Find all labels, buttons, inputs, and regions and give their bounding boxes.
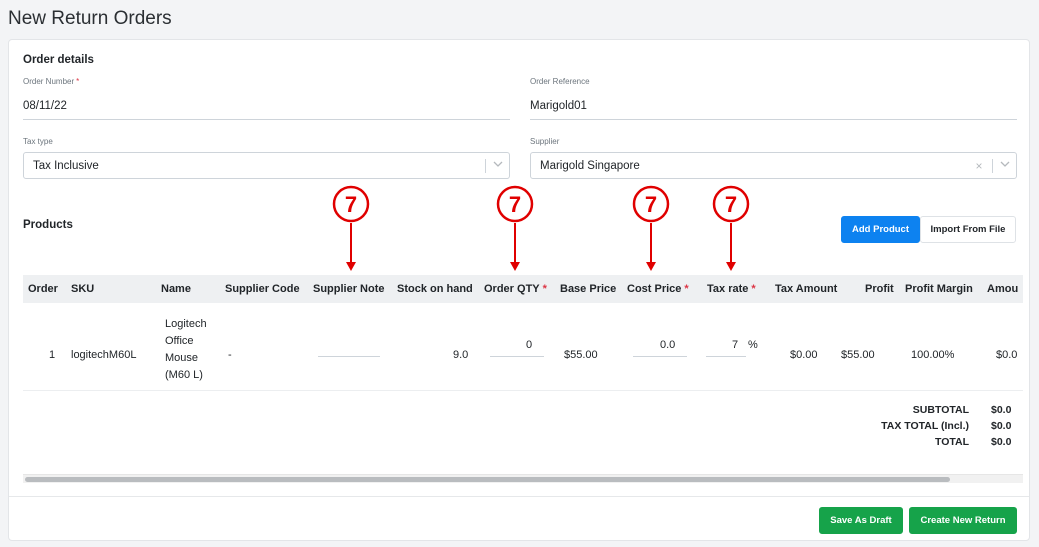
row-name-line: Office [165,335,194,347]
footer-divider [9,496,1029,497]
row-amount: $0.0 [996,349,1018,361]
add-product-button[interactable]: Add Product [841,216,920,243]
order-number-underline [23,119,510,120]
col-profit-margin[interactable]: Profit Margin [905,283,973,295]
col-order-qty-label: Order QTY [484,283,540,295]
row-stock: 9.0 [453,349,469,361]
row-divider [23,390,1023,391]
annotation-arrow [350,223,352,263]
tax-rate-unit: % [748,339,758,351]
col-name[interactable]: Name [161,283,191,295]
svg-text:7: 7 [509,192,521,217]
import-from-file-button[interactable]: Import From File [920,216,1016,243]
annotation-arrow [730,223,732,263]
row-supplier-code: - [228,349,232,361]
row-sku: logitechM60L [71,349,137,361]
total-value: $0.0 [991,436,1012,448]
annotation-arrow [514,223,516,263]
row-name: Logitech Office Mouse (M60 L) [165,316,207,384]
row-profit: $55.00 [841,349,875,361]
order-qty-input[interactable]: 0 [526,339,533,351]
cost-price-underline [633,356,687,357]
col-base-price[interactable]: Base Price [560,283,617,295]
create-new-return-button[interactable]: Create New Return [909,507,1017,534]
order-number-label-text: Order Number [23,77,75,86]
supplier-select[interactable]: Marigold Singapore × [530,152,1017,179]
annotation-arrow-head [510,262,520,271]
chevron-down-icon[interactable] [491,159,505,173]
required-mark: * [76,77,80,86]
annotation-badge-order-qty: 7 [496,185,534,223]
cost-price-input[interactable]: 0.0 [660,339,676,351]
col-amount[interactable]: Amou [987,283,1019,295]
order-number-label: Order Number * [23,77,79,86]
order-qty-underline [490,356,544,357]
supplier-value: Marigold Singapore [540,160,640,172]
tax-type-label: Tax type [23,137,53,146]
col-tax-amount[interactable]: Tax Amount [775,283,838,295]
select-separator [485,159,486,173]
col-profit[interactable]: Profit [865,283,894,295]
col-stock-on-hand[interactable]: Stock on hand [397,283,473,295]
annotation-badge-supplier-note: 7 [332,185,370,223]
svg-text:7: 7 [345,192,357,217]
tax-type-select[interactable]: Tax Inclusive [23,152,510,179]
annotation-arrow-head [726,262,736,271]
subtotal-value: $0.0 [991,404,1012,416]
order-reference-label: Order Reference [530,77,590,86]
required-mark: * [684,283,689,295]
tax-rate-input[interactable]: 7 [732,339,739,351]
supplier-label: Supplier [530,137,560,146]
products-heading: Products [23,219,73,231]
row-name-line: (M60 L) [165,369,203,381]
products-table-header: Order SKU Name Supplier Code Supplier No… [23,275,1023,303]
required-mark: * [542,283,547,295]
col-cost-price[interactable]: Cost Price * [627,283,689,295]
row-name-line: Mouse [165,352,199,364]
col-tax-rate-label: Tax rate [707,283,749,295]
annotation-arrow-head [346,262,356,271]
col-order-qty[interactable]: Order QTY * [484,283,547,295]
order-reference-underline [530,119,1017,120]
chevron-down-icon[interactable] [998,159,1012,173]
col-cost-price-label: Cost Price [627,283,682,295]
page-title: New Return Orders [8,8,172,29]
tax-type-value: Tax Inclusive [33,160,99,172]
col-order[interactable]: Order [28,283,58,295]
row-order: 1 [49,349,56,361]
order-details-heading: Order details [23,54,94,66]
row-name-line: Logitech [165,318,207,330]
row-base-price: $55.00 [564,349,598,361]
col-supplier-code[interactable]: Supplier Code [225,283,300,295]
annotation-arrow-head [646,262,656,271]
required-mark: * [751,283,756,295]
svg-text:7: 7 [725,192,737,217]
subtotal-label: SUBTOTAL [912,404,969,416]
total-label: TOTAL [934,436,969,448]
tax-rate-underline [706,356,746,357]
svg-text:7: 7 [645,192,657,217]
order-reference-input[interactable]: Marigold01 [530,100,587,112]
return-order-card: Order details Order Number * 08/11/22 Ord… [8,39,1030,541]
tax-total-value: $0.0 [991,420,1012,432]
col-sku[interactable]: SKU [71,283,95,295]
close-icon[interactable]: × [975,159,983,173]
supplier-note-underline [318,356,380,357]
order-number-input[interactable]: 08/11/22 [23,100,67,112]
col-supplier-note[interactable]: Supplier Note [313,283,385,295]
annotation-badge-cost-price: 7 [632,185,670,223]
col-tax-rate[interactable]: Tax rate * [707,283,756,295]
row-profit-margin: 100.00% [911,349,955,361]
annotation-badge-tax-rate: 7 [712,185,750,223]
scrollbar-thumb[interactable] [25,477,950,482]
annotation-arrow [650,223,652,263]
horizontal-scrollbar[interactable] [23,474,1023,483]
save-as-draft-button[interactable]: Save As Draft [819,507,903,534]
tax-total-label: TAX TOTAL (Incl.) [881,420,969,432]
row-tax-amount: $0.00 [790,349,818,361]
select-separator [992,159,993,173]
